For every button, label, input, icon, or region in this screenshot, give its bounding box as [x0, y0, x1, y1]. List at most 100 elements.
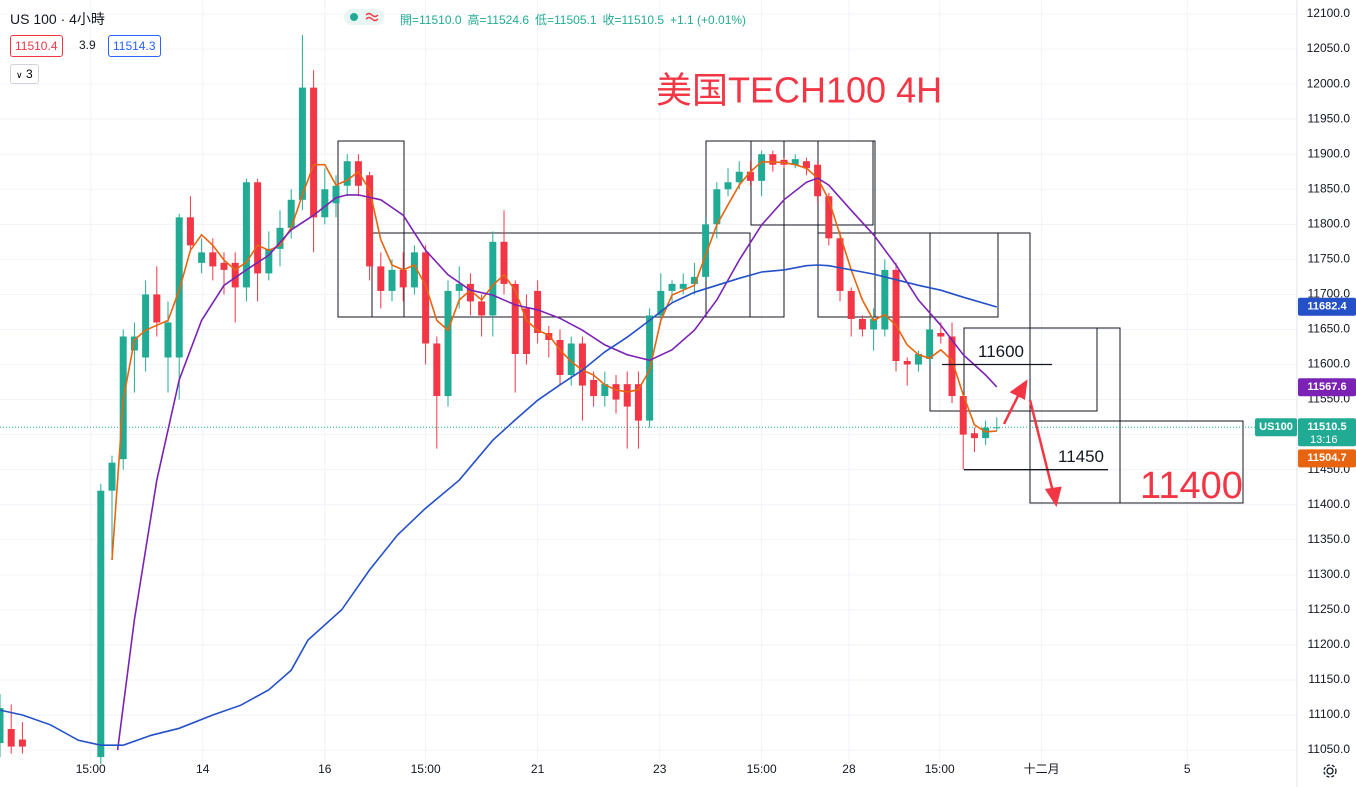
- price-tag-label: 11567.6: [1307, 381, 1346, 393]
- candle-body: [657, 290, 665, 316]
- x-tick-label: 5: [1184, 762, 1191, 776]
- candle-body: [242, 182, 250, 288]
- candle-body: [836, 238, 844, 291]
- chart-title: 美国TECH100 4H: [656, 70, 942, 111]
- candle-body: [601, 384, 609, 397]
- candle-body: [959, 396, 967, 435]
- candle-body: [332, 185, 340, 204]
- candle-body: [590, 379, 598, 397]
- candle-body: [926, 329, 934, 359]
- candle-body: [870, 318, 878, 330]
- candle-body: [534, 290, 542, 333]
- y-tick-label: 11650.0: [1308, 322, 1351, 336]
- ohlc-legend: 開=11510.0 高=11524.6 低=11505.1 收=11510.5 +1.1…: [400, 11, 752, 28]
- bid[interactable]: 11510.4: [10, 35, 63, 57]
- price-tag-label: 11504.7: [1307, 452, 1346, 464]
- price-tag: [1298, 378, 1356, 397]
- candle-body: [825, 196, 833, 239]
- y-tick-label: 11900.0: [1308, 146, 1351, 160]
- candle-body: [287, 199, 295, 228]
- y-tick-label: 11350.0: [1308, 532, 1351, 546]
- candle-body: [153, 294, 161, 323]
- candle-body: [735, 171, 743, 183]
- candle-body: [802, 161, 810, 169]
- price-tag-label: 11510.5: [1307, 421, 1346, 433]
- candle-body: [993, 427, 1001, 429]
- candle-body: [903, 361, 911, 365]
- ask[interactable]: 11514.3: [108, 35, 161, 57]
- candle-body: [702, 224, 710, 277]
- candle-body: [623, 384, 631, 407]
- y-tick-label: 11050.0: [1308, 742, 1351, 756]
- drawing-box: [1029, 327, 1121, 504]
- candle-body: [634, 384, 642, 421]
- y-tick-label: 11300.0: [1308, 567, 1351, 581]
- candle-body: [366, 175, 374, 267]
- candle-body: [97, 490, 105, 758]
- drawing-box: [1029, 420, 1244, 504]
- arrows: [1002, 379, 1062, 508]
- y-tick-label: 12050.0: [1307, 41, 1351, 55]
- plot: [0, 35, 1297, 765]
- y-tick-label: 11750.0: [1308, 252, 1351, 266]
- candle-body: [713, 189, 721, 225]
- y-tick-label: 11250.0: [1308, 602, 1351, 616]
- candle-body: [522, 308, 530, 355]
- candle-body: [231, 262, 239, 288]
- legend-item: 開=11510.0: [400, 13, 462, 27]
- symbol-tag-label: US100: [1259, 421, 1293, 433]
- candle-body: [858, 318, 866, 330]
- x-tick-label: 十二月: [1024, 762, 1060, 776]
- candle-body: [814, 164, 822, 197]
- x-tick-label: 16: [318, 762, 332, 776]
- price-tag: [1298, 297, 1356, 316]
- candle-body: [679, 283, 687, 289]
- candle-body: [276, 227, 284, 249]
- candle-body: [746, 171, 754, 181]
- candle-body: [444, 290, 452, 397]
- x-tick-label: 15:00: [925, 762, 955, 776]
- drawing-box: [817, 232, 999, 318]
- y-tick-label: 11850.0: [1308, 181, 1351, 195]
- x-tick-label: 15:00: [411, 762, 441, 776]
- candle-body: [489, 241, 497, 316]
- y-tick-label: 11200.0: [1308, 637, 1351, 651]
- candle-body: [612, 384, 620, 400]
- x-tick-label: 28: [842, 762, 856, 776]
- status-pill[interactable]: [344, 9, 384, 25]
- legend-item: 高=11524.6: [467, 13, 530, 27]
- legend-item: 低=11505.1: [535, 13, 597, 27]
- spread: 3.9: [79, 38, 96, 52]
- level-label: 11600: [978, 342, 1024, 361]
- candle-body: [769, 154, 777, 165]
- candle-body: [690, 276, 698, 284]
- candle-body: [914, 354, 922, 365]
- legend-item: +1.1 (+0.01%): [670, 13, 747, 27]
- candle-body: [433, 343, 441, 397]
- arrow-head: [1044, 486, 1062, 508]
- symbol[interactable]: US 100 · 4小時: [10, 11, 105, 27]
- candle-body: [556, 339, 564, 376]
- candle-body: [265, 248, 273, 274]
- settings-icon[interactable]: [1323, 764, 1337, 778]
- ma-line: [111, 161, 997, 561]
- indicator-count: 3: [25, 67, 33, 81]
- candle-body: [881, 269, 889, 330]
- price-tag: [1298, 449, 1356, 468]
- candle-body: [545, 332, 553, 340]
- candle-body: [220, 262, 228, 270]
- x-tick-label: 21: [531, 762, 545, 776]
- indicators-toggle[interactable]: ∨ 3: [10, 64, 39, 84]
- y-tick-label: 11800.0: [1308, 216, 1351, 230]
- candle-body: [724, 182, 732, 190]
- candle-body: [0, 708, 4, 744]
- candle-body: [937, 332, 945, 337]
- x-tick-label: 14: [196, 762, 210, 776]
- candle-body: [455, 283, 463, 291]
- y-tick-label: 11400.0: [1308, 497, 1351, 511]
- candle-body: [388, 269, 396, 291]
- candle-body: [298, 87, 306, 200]
- drawing-box: [750, 140, 874, 226]
- candle-body: [410, 252, 418, 288]
